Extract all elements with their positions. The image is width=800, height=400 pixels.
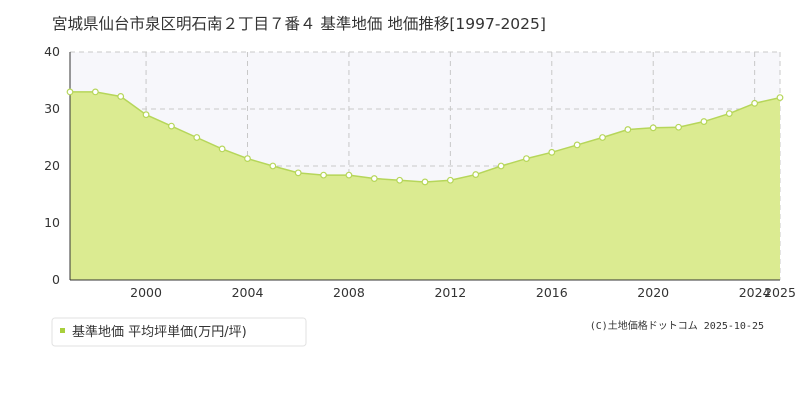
y-tick-label: 30 — [44, 101, 60, 116]
data-point — [142, 111, 150, 119]
data-point — [725, 110, 733, 117]
x-tick-label: 2016 — [536, 285, 568, 300]
y-tick-label: 0 — [52, 272, 60, 287]
data-point — [91, 88, 99, 96]
data-point — [421, 178, 429, 186]
data-point — [624, 126, 632, 133]
x-tick-label: 2024 — [739, 285, 771, 300]
legend-box — [51, 317, 307, 347]
data-point — [548, 148, 556, 156]
chart-title: 宮城県仙台市泉区明石南２丁目７番４ 基準地価 地価推移[1997-2025] — [52, 15, 546, 33]
data-point — [244, 155, 251, 162]
y-tick-label: 40 — [44, 44, 60, 59]
data-point — [370, 175, 378, 182]
data-point — [751, 99, 759, 107]
data-point — [675, 123, 682, 131]
data-point — [599, 134, 606, 141]
legend-label: 基準地価 平均坪単価(万円/坪) — [72, 324, 247, 340]
y-tick-labels: 0 10 20 30 40 — [44, 44, 60, 287]
x-tick-label: 2004 — [232, 285, 264, 300]
data-point — [446, 176, 454, 184]
data-point — [649, 124, 657, 132]
data-point — [117, 93, 125, 100]
data-point — [218, 145, 226, 153]
y-tick-label: 10 — [44, 215, 60, 230]
data-point — [396, 176, 404, 184]
legend: 基準地価 平均坪単価(万円/坪) — [51, 317, 307, 347]
data-point — [497, 162, 505, 170]
data-point — [472, 171, 480, 178]
data-point — [66, 88, 74, 96]
data-point — [523, 155, 530, 162]
legend-marker — [60, 328, 65, 333]
x-tick-label: 2020 — [637, 285, 669, 300]
x-tick-label: 2000 — [130, 285, 162, 300]
data-point — [573, 141, 581, 149]
x-tick-label: 2012 — [434, 285, 466, 300]
data-point — [700, 118, 708, 125]
x-tick-label: 2008 — [333, 285, 365, 300]
data-point — [168, 122, 175, 130]
data-point — [269, 162, 277, 170]
data-point — [776, 94, 784, 101]
y-tick-label: 20 — [44, 158, 60, 173]
data-point — [345, 171, 353, 179]
data-point — [193, 134, 201, 141]
copyright-credit: (C)土地価格ドットコム 2025-10-25 — [590, 319, 764, 332]
data-point — [320, 171, 327, 179]
data-points — [66, 88, 784, 186]
x-tick-label: 2025 — [764, 285, 796, 300]
data-point — [294, 169, 302, 177]
